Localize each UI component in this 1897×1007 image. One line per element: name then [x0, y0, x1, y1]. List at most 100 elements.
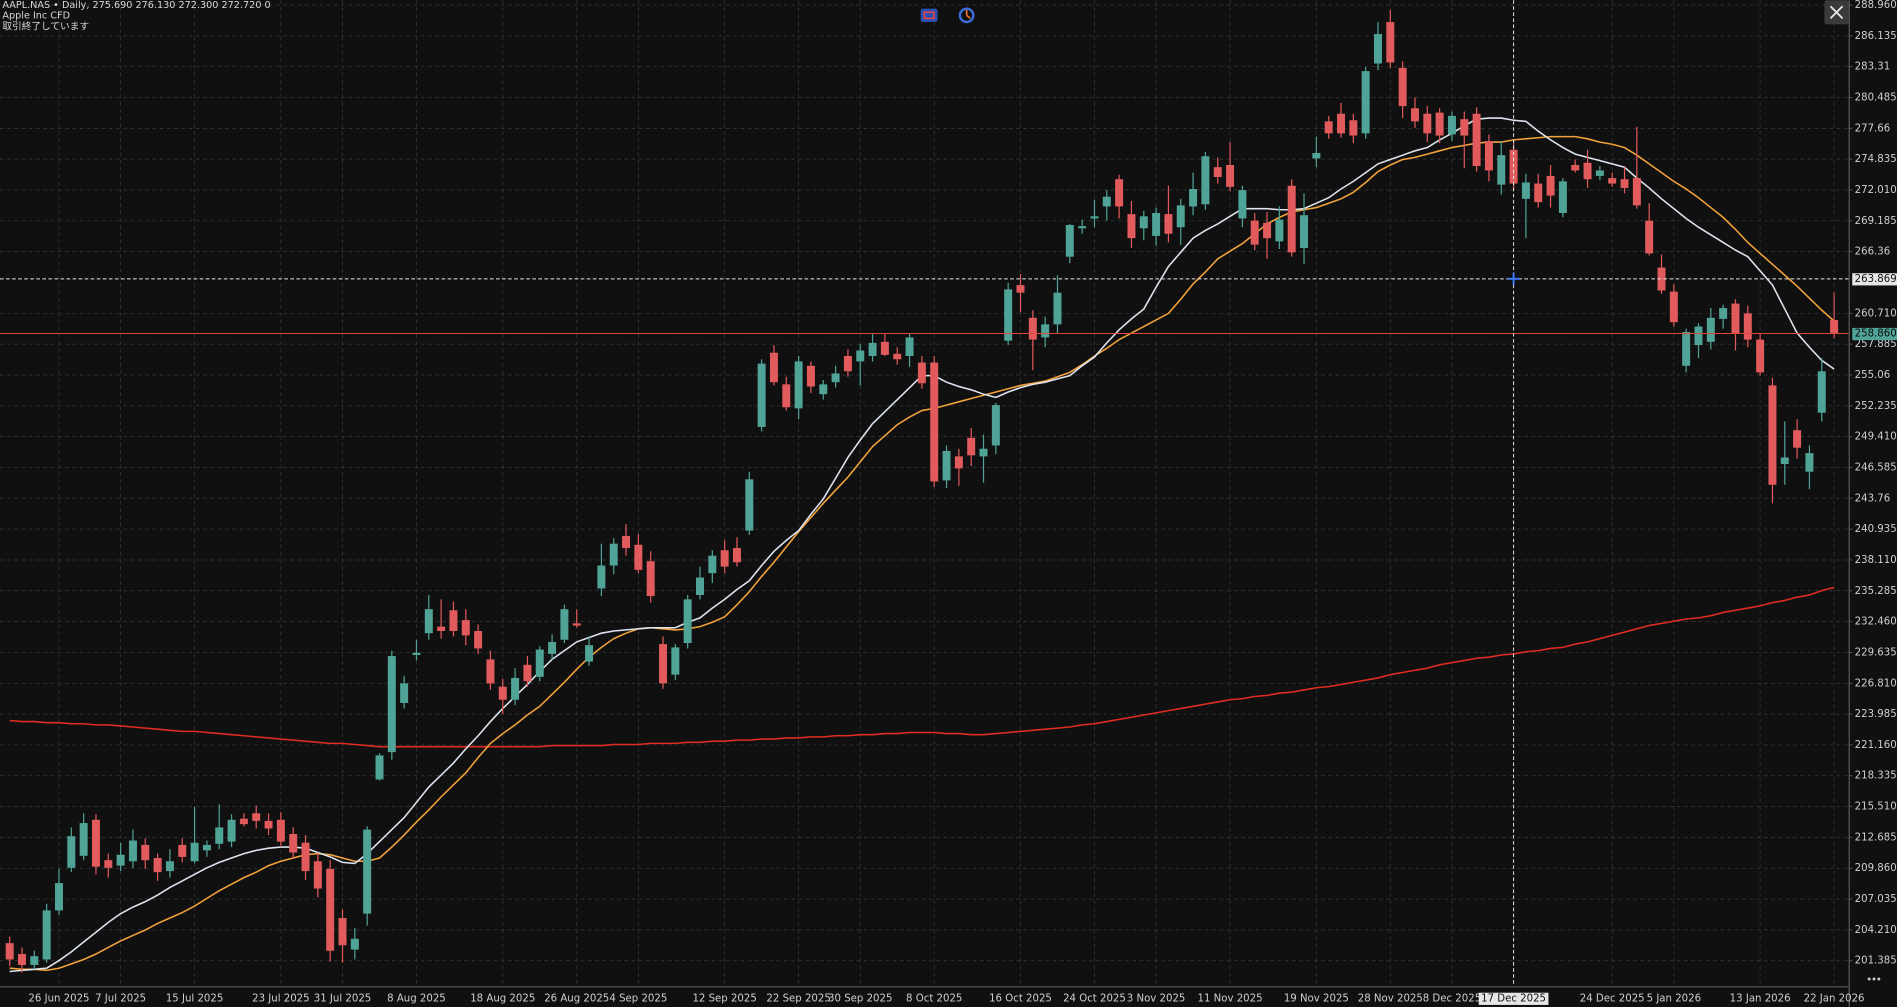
x-tick-label: 24 Oct 2025	[1063, 993, 1126, 1004]
candle-body	[313, 861, 322, 889]
candle-body	[276, 819, 285, 842]
candle-body	[326, 868, 335, 951]
more-menu[interactable]	[1867, 977, 1881, 981]
candle-body	[1250, 220, 1259, 245]
x-tick-label: 22 Jan 2026	[1804, 993, 1865, 1004]
y-tick-label: 252.235	[1855, 401, 1897, 412]
candle-body	[54, 883, 63, 911]
x-tick-label: 30 Sep 2025	[828, 993, 892, 1004]
y-tick-label: 223.985	[1855, 709, 1897, 720]
candle-body	[1312, 152, 1321, 159]
crosshair-cursor	[1507, 272, 1520, 285]
y-tick-label: 286.135	[1855, 31, 1897, 42]
candle-body	[1361, 71, 1370, 134]
candle-body	[1497, 155, 1506, 185]
candle-body	[1386, 22, 1395, 63]
x-tick-label: 13 Jan 2026	[1730, 993, 1791, 1004]
candle-body	[1398, 67, 1407, 107]
y-tick-label: 260.710	[1855, 308, 1897, 319]
x-tick-label: 5 Jan 2026	[1647, 993, 1701, 1004]
candle-body	[1324, 121, 1333, 134]
candle-body	[289, 833, 298, 853]
y-tick-label: 288.960	[1855, 0, 1897, 11]
candle-body	[548, 641, 557, 654]
candle-body	[1780, 457, 1789, 465]
y-tick-label: 240.935	[1855, 524, 1897, 535]
y-tick-label: 207.035	[1855, 894, 1897, 905]
candle-body	[880, 341, 889, 355]
candle-body	[1608, 178, 1617, 184]
toolbar-icon[interactable]	[958, 7, 975, 24]
candle-body	[868, 342, 877, 356]
candle-body	[18, 954, 26, 965]
candle-body	[1176, 205, 1185, 228]
market-status: 取引終了しています	[2, 21, 89, 33]
candle-body	[128, 840, 137, 862]
y-tick-label: 221.160	[1855, 740, 1897, 751]
crosshair-date-label: 17 Dec 2025	[1481, 993, 1546, 1004]
last-price-label-box	[1852, 327, 1897, 341]
x-tick-label: 15 Jul 2025	[166, 993, 223, 1004]
candle-body	[215, 827, 224, 844]
candle-body	[806, 365, 815, 387]
candle-body	[917, 362, 926, 384]
y-tick-label: 257.885	[1855, 339, 1897, 350]
candle-body	[252, 813, 261, 821]
candle-body	[942, 450, 951, 481]
candle-body	[1756, 339, 1765, 373]
candle-body	[498, 686, 507, 700]
x-tick-label: 28 Nov 2025	[1358, 993, 1423, 1004]
candle-body	[671, 647, 680, 675]
candle-body	[67, 836, 76, 868]
candle-body	[1201, 156, 1210, 205]
candle-body	[1139, 216, 1148, 229]
y-tick-label: 204.210	[1855, 925, 1897, 936]
y-tick-label: 243.76	[1855, 493, 1891, 504]
candle-body	[893, 353, 902, 360]
candle-body	[227, 819, 236, 842]
candle-body	[1546, 175, 1555, 196]
candle-body	[794, 361, 803, 409]
close-button[interactable]	[1824, 0, 1849, 25]
candle-body	[1410, 108, 1419, 122]
crosshair-price-label: 263.869	[1855, 274, 1897, 285]
candle-body	[412, 652, 421, 656]
candle-body	[831, 373, 840, 383]
candle-body	[116, 854, 125, 866]
grid-layer	[0, 0, 1849, 987]
candle-body	[1743, 313, 1752, 340]
candle-body	[1719, 307, 1728, 319]
candle-body	[1830, 319, 1839, 334]
crosshair-date-label-box	[1478, 992, 1549, 1005]
candle-body	[239, 818, 248, 825]
candle-body	[350, 938, 359, 950]
toolbar-icon[interactable]	[920, 8, 938, 22]
candle-body	[1731, 303, 1740, 334]
candle-body	[1127, 214, 1136, 239]
candle-body	[1016, 285, 1025, 293]
candle-body	[1484, 140, 1493, 171]
candle-body	[1078, 226, 1087, 229]
candle-body	[1226, 165, 1235, 187]
candle-body	[1583, 162, 1592, 180]
candle-body	[1102, 196, 1111, 207]
candle-body	[363, 829, 372, 914]
x-tick-label: 31 Jul 2025	[314, 993, 371, 1004]
x-tick-label: 8 Oct 2025	[906, 993, 962, 1004]
y-tick-label: 272.010	[1855, 185, 1897, 196]
candle-body	[1657, 267, 1666, 291]
candle-body	[511, 677, 520, 700]
candle-body	[42, 910, 51, 960]
y-tick-label: 215.510	[1855, 802, 1897, 813]
candle-body	[1768, 385, 1777, 485]
y-tick-label: 218.335	[1855, 771, 1897, 782]
candle-body	[1164, 214, 1173, 234]
candle-body	[1238, 190, 1247, 219]
moving-average	[9, 586, 1835, 748]
crosshair-price-label-box	[1852, 273, 1897, 286]
y-tick-label: 269.185	[1855, 216, 1897, 227]
candle-body	[585, 645, 594, 662]
y-tick-label: 232.460	[1855, 617, 1897, 628]
candle-body	[597, 565, 606, 589]
candle-body	[461, 620, 470, 636]
